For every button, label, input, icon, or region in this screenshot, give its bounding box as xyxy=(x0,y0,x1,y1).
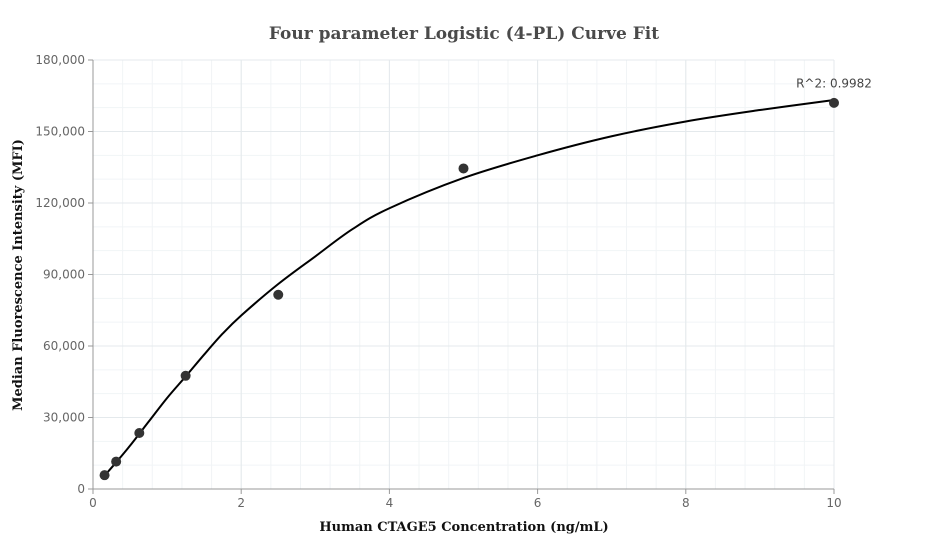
y-axis-label: Median Fluorescence Intensity (MFI) xyxy=(11,139,26,411)
y-tick-label: 60,000 xyxy=(43,339,85,353)
y-tick-label: 90,000 xyxy=(43,268,85,282)
x-tick-label: 10 xyxy=(826,496,841,510)
x-tick-label: 6 xyxy=(534,496,542,510)
r-squared-annotation: R^2: 0.9982 xyxy=(796,77,872,91)
y-tick-label: 30,000 xyxy=(43,411,85,425)
y-tick-label: 120,000 xyxy=(35,196,85,210)
tick-labels: 0 2 4 6 8 10 0 30,000 60,000 90,000 120,000 150,000… xyxy=(35,53,841,510)
data-point xyxy=(111,456,122,467)
x-tick-label: 2 xyxy=(237,496,245,510)
y-tick-label: 0 xyxy=(77,482,85,496)
x-tick-label: 0 xyxy=(89,496,97,510)
x-tick-label: 4 xyxy=(386,496,394,510)
chart-title: Four parameter Logistic (4-PL) Curve Fit xyxy=(269,24,659,44)
data-point xyxy=(458,163,469,174)
x-tick-label: 8 xyxy=(682,496,690,510)
data-point xyxy=(180,370,191,381)
data-points xyxy=(99,97,839,481)
y-tick-label: 180,000 xyxy=(35,53,85,67)
data-point xyxy=(829,97,839,108)
x-axis-label: Human CTAGE5 Concentration (ng/mL) xyxy=(319,520,608,535)
axes xyxy=(88,59,835,494)
data-point xyxy=(273,289,284,300)
data-point xyxy=(134,427,145,438)
data-point xyxy=(99,470,110,481)
y-tick-label: 150,000 xyxy=(35,125,85,139)
fit-curve-line xyxy=(103,99,835,477)
grid xyxy=(92,59,835,490)
